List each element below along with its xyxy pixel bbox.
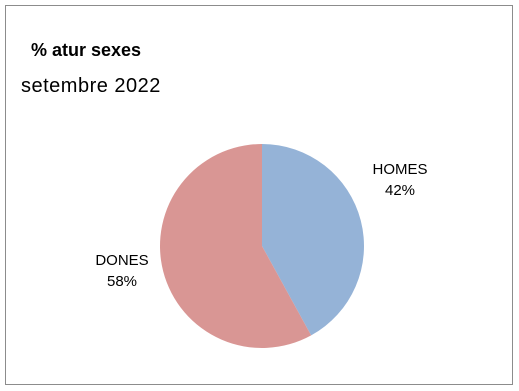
slice-category-dones: DONES bbox=[95, 252, 149, 269]
slice-label-homes: HOMES 42% bbox=[361, 159, 439, 201]
slice-label-dones: DONES 58% bbox=[83, 250, 161, 292]
chart-subtitle: setembre 2022 bbox=[21, 75, 161, 97]
slice-category-homes: HOMES bbox=[372, 161, 428, 178]
slice-value-homes: 42% bbox=[384, 182, 416, 199]
slice-value-dones: 58% bbox=[106, 273, 138, 290]
pie-slice-dones bbox=[160, 144, 312, 349]
chart-title: % atur sexes bbox=[31, 40, 142, 60]
pie-slice-homes bbox=[262, 144, 365, 336]
